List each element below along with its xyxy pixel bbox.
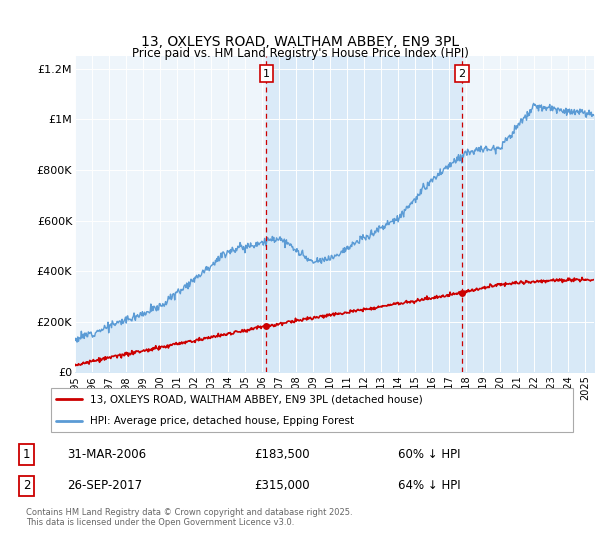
- Text: Contains HM Land Registry data © Crown copyright and database right 2025.
This d: Contains HM Land Registry data © Crown c…: [26, 507, 353, 527]
- Text: 2: 2: [458, 69, 466, 78]
- Text: 1: 1: [263, 69, 270, 78]
- Text: 1: 1: [23, 448, 30, 461]
- Text: 13, OXLEYS ROAD, WALTHAM ABBEY, EN9 3PL: 13, OXLEYS ROAD, WALTHAM ABBEY, EN9 3PL: [141, 35, 459, 49]
- Text: 2: 2: [23, 479, 30, 492]
- Text: £315,000: £315,000: [254, 479, 310, 492]
- Text: 13, OXLEYS ROAD, WALTHAM ABBEY, EN9 3PL (detached house): 13, OXLEYS ROAD, WALTHAM ABBEY, EN9 3PL …: [90, 394, 423, 404]
- Text: 64% ↓ HPI: 64% ↓ HPI: [398, 479, 461, 492]
- Text: HPI: Average price, detached house, Epping Forest: HPI: Average price, detached house, Eppi…: [90, 416, 355, 426]
- Text: Price paid vs. HM Land Registry's House Price Index (HPI): Price paid vs. HM Land Registry's House …: [131, 46, 469, 60]
- Text: 31-MAR-2006: 31-MAR-2006: [67, 448, 146, 461]
- Bar: [266, 56, 462, 372]
- Text: £183,500: £183,500: [254, 448, 310, 461]
- Text: 26-SEP-2017: 26-SEP-2017: [67, 479, 142, 492]
- Text: 60% ↓ HPI: 60% ↓ HPI: [398, 448, 460, 461]
- FancyBboxPatch shape: [50, 388, 574, 432]
